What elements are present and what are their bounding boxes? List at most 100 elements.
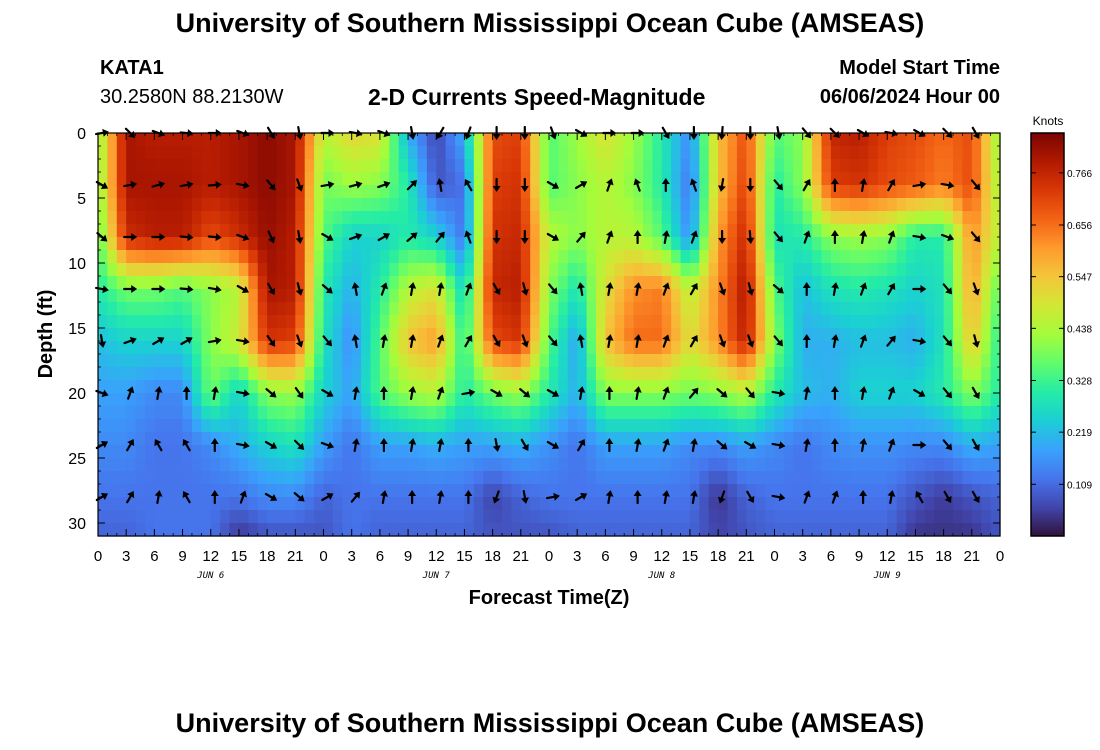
heatmap-cell (755, 133, 766, 147)
heatmap-cell (276, 146, 287, 160)
heatmap-cell (191, 172, 202, 186)
heatmap-cell (98, 302, 108, 316)
heatmap-cell (577, 484, 588, 498)
x-tick-label: 18 (935, 548, 952, 565)
heatmap-cell (953, 367, 964, 381)
heatmap-cell (191, 419, 202, 433)
heatmap-cell (680, 497, 691, 511)
heatmap-cell (201, 328, 212, 342)
heatmap-cell (389, 302, 400, 316)
heatmap-cell (981, 172, 992, 186)
heatmap-cell (577, 237, 588, 251)
heatmap-cell (774, 484, 785, 498)
heatmap-cell (144, 224, 155, 238)
heatmap-cell (934, 289, 945, 303)
current-arrow (408, 438, 417, 453)
heatmap-cell (351, 146, 362, 160)
heatmap-cell (783, 432, 794, 446)
heatmap-cell (144, 367, 155, 381)
heatmap-cell (257, 315, 268, 329)
heatmap-cell (971, 172, 982, 186)
heatmap-cell (163, 172, 174, 186)
heatmap-cell (605, 367, 616, 381)
heatmap-cell (586, 224, 597, 238)
heatmap-cell (342, 315, 353, 329)
heatmap-cell (614, 419, 625, 433)
heatmap-cell (727, 159, 738, 173)
heatmap-cell (614, 523, 625, 537)
heatmap-cell (953, 250, 964, 264)
heatmap-cell (304, 224, 315, 238)
heatmap-cell (201, 380, 212, 394)
heatmap-cell (314, 510, 325, 524)
heatmap-cell (201, 185, 212, 199)
heatmap-cell (868, 497, 879, 511)
heatmap-cell (567, 302, 578, 316)
heatmap-cell (295, 315, 306, 329)
heatmap-cell (483, 302, 494, 316)
heatmap-cell (699, 211, 710, 225)
heatmap-cell (351, 159, 362, 173)
x-tick-label: 3 (122, 548, 130, 565)
current-arrow (662, 386, 670, 400)
current-arrow (492, 490, 501, 504)
heatmap-cell (736, 523, 747, 537)
heatmap-cell (257, 523, 268, 537)
colorbar-tick-label: 0.438 (1067, 324, 1092, 335)
heatmap-cell (746, 380, 757, 394)
heatmap-cell (699, 328, 710, 342)
heatmap-cell (539, 354, 550, 368)
heatmap-cell (671, 419, 682, 433)
heatmap-cell (896, 224, 907, 238)
heatmap-cell (943, 419, 954, 433)
heatmap-cell (163, 146, 174, 160)
heatmap-cell (408, 510, 419, 524)
heatmap-cell (379, 341, 390, 355)
heatmap-cell (210, 458, 221, 472)
heatmap-cell (398, 523, 409, 537)
current-arrow (887, 282, 896, 296)
heatmap-cell (793, 458, 804, 472)
heatmap-cell (962, 276, 973, 290)
heatmap-cell (191, 263, 202, 277)
heatmap-cell (746, 458, 757, 472)
heatmap-cell (144, 419, 155, 433)
heatmap-cell (642, 224, 653, 238)
heatmap-cell (257, 341, 268, 355)
heatmap-cell (276, 523, 287, 537)
heatmap-cell (285, 419, 296, 433)
heatmap-cell (802, 185, 813, 199)
heatmap-cell (887, 250, 898, 264)
heatmap-cell (210, 263, 221, 277)
current-arrow (321, 493, 334, 502)
heatmap-cell (868, 250, 879, 264)
heatmap-cell (520, 237, 531, 251)
heatmap-cell (210, 341, 221, 355)
heatmap-cell (840, 471, 851, 485)
heatmap-cell (191, 367, 202, 381)
heatmap-cell (191, 510, 202, 524)
heatmap-cell (520, 380, 531, 394)
heatmap-cell (877, 302, 888, 316)
heatmap-cell (962, 146, 973, 160)
heatmap-cell (295, 289, 306, 303)
heatmap-cell (229, 185, 240, 199)
heatmap-cell (173, 380, 184, 394)
heatmap-cell (502, 211, 513, 225)
heatmap-cell (849, 419, 860, 433)
heatmap-cell (492, 393, 503, 407)
heatmap-cell (595, 133, 606, 147)
heatmap-cell (248, 419, 259, 433)
heatmap-cell (342, 510, 353, 524)
current-arrow (744, 440, 757, 449)
heatmap-cell (248, 393, 259, 407)
footer-title: University of Southern Mississippi Ocean… (175, 708, 925, 738)
heatmap-cell (774, 445, 785, 459)
heatmap-cell (154, 523, 165, 537)
current-arrow (435, 231, 445, 243)
heatmap-cell (135, 471, 146, 485)
current-arrow (123, 233, 138, 241)
heatmap-cell (408, 237, 419, 251)
heatmap-cell (295, 510, 306, 524)
heatmap-cell (389, 484, 400, 498)
